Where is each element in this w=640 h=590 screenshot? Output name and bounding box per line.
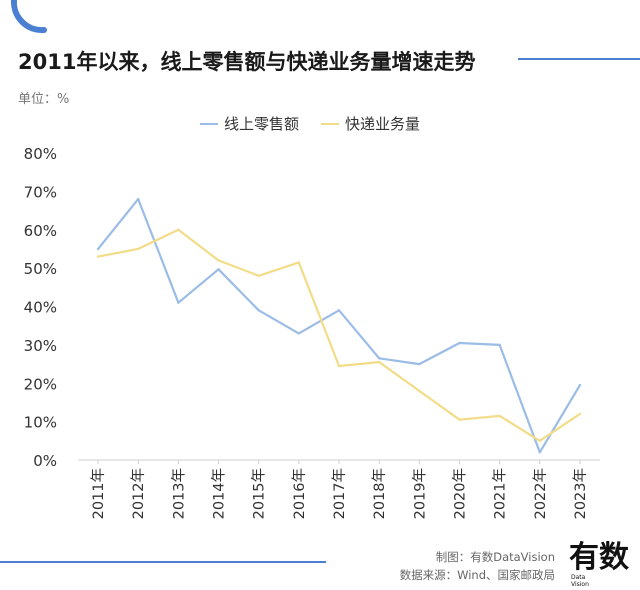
legend-label-online-retail: 线上零售额 — [224, 115, 300, 133]
data-point — [377, 360, 381, 364]
x-tick-label: 2018年 — [371, 468, 388, 519]
brand-logo: 有数 Data Vision — [569, 540, 635, 588]
data-point — [377, 357, 381, 360]
x-tick-label: 2014年 — [211, 468, 228, 519]
y-tick-label: 80% — [24, 145, 57, 163]
legend-swatch-express — [321, 122, 340, 125]
unit-label: 单位：% — [18, 92, 70, 107]
data-point — [217, 259, 220, 262]
credit-source: 数据来源：Wind、国家邮政局 — [399, 568, 555, 582]
data-point — [498, 414, 501, 418]
data-point — [137, 247, 140, 251]
data-point — [458, 341, 461, 345]
credit-made: 制图：有数DataVision — [435, 550, 555, 564]
legend: 线上零售额 快递业务量 — [200, 113, 442, 134]
y-tick-label: 10% — [24, 414, 57, 432]
y-tick-label: 50% — [24, 260, 57, 278]
y-tick-label: 40% — [24, 299, 57, 317]
logo-subtext-vision: Vision — [571, 581, 589, 588]
data-point — [337, 309, 341, 312]
legend-item-online-retail: 线上零售额 — [200, 113, 299, 134]
data-point — [538, 451, 541, 454]
x-tick-label: 2022年 — [532, 468, 549, 519]
data-point — [177, 301, 180, 304]
data-point — [177, 228, 180, 231]
data-point — [418, 389, 421, 393]
legend-item-express: 快递业务量 — [321, 113, 420, 134]
y-tick-label: 60% — [24, 222, 57, 240]
chart-title: 2011年以来，线上零售额与快递业务量增速走势 — [18, 50, 476, 74]
logo-text: 有数 — [569, 540, 629, 575]
logo-subtext: Data Vision — [571, 574, 589, 588]
y-tick-label: 20% — [24, 375, 57, 393]
x-tick-label: 2020年 — [451, 468, 468, 519]
x-tick-label: 2016年 — [291, 468, 308, 519]
legend-label-express: 快递业务量 — [345, 115, 421, 133]
data-point — [137, 197, 140, 201]
bottom-rule — [0, 561, 326, 563]
title-rule — [518, 58, 640, 60]
data-point — [96, 247, 100, 251]
x-tick-label: 2023年 — [572, 468, 589, 519]
data-point — [578, 383, 582, 387]
data-point — [418, 362, 421, 366]
x-tick-label: 2021年 — [492, 468, 509, 519]
data-point — [257, 274, 260, 277]
y-tick-label: 70% — [24, 183, 57, 201]
x-tick-label: 2019年 — [411, 468, 428, 519]
series-line-online-retail — [96, 198, 582, 454]
x-tick-label: 2017年 — [331, 468, 348, 519]
logo-subtext-data: Data — [571, 574, 586, 581]
data-point — [297, 332, 301, 335]
data-point — [498, 343, 501, 347]
x-tick-label: 2013年 — [170, 468, 187, 519]
y-tick-label: 30% — [24, 337, 57, 355]
data-point — [217, 268, 220, 271]
x-tick-label: 2011年 — [90, 468, 107, 519]
data-point — [578, 412, 582, 416]
series-line-express — [96, 228, 582, 442]
y-tick-label: 0% — [33, 452, 57, 470]
data-point — [96, 255, 100, 258]
legend-swatch-online-retail — [200, 122, 218, 125]
x-tick-label: 2015年 — [251, 468, 268, 519]
data-point — [257, 309, 260, 312]
x-tick-label: 2012年 — [130, 468, 147, 519]
corner-arc-decoration — [10, 0, 47, 34]
data-point — [538, 439, 541, 443]
data-point — [297, 261, 301, 264]
data-point — [458, 418, 461, 421]
data-point — [337, 364, 341, 368]
